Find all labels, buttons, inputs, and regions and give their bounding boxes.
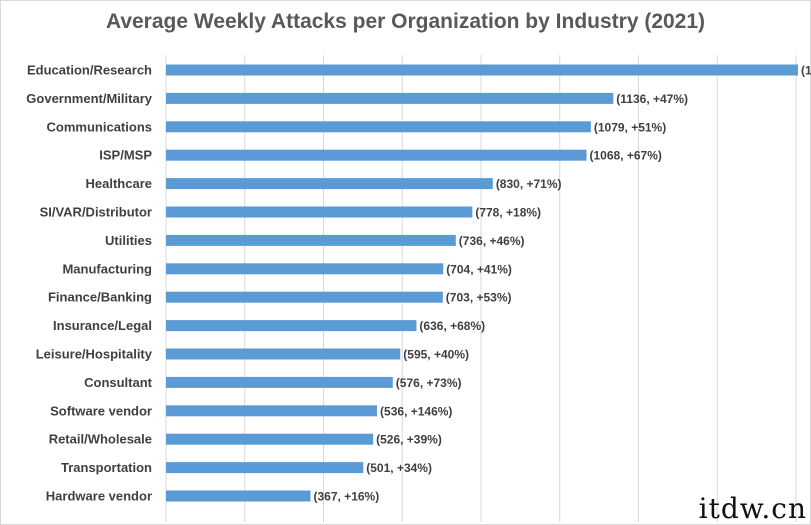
bar-finance-banking	[166, 291, 443, 303]
bar-consultant	[166, 376, 393, 388]
bar-si-var-distributor	[166, 206, 473, 218]
data-label: (636, +68%)	[419, 319, 485, 333]
data-label: (501, +34%)	[366, 461, 432, 475]
bar-leisure-hospitality	[166, 348, 401, 360]
watermark-text: itdw.cn	[698, 492, 807, 525]
category-label: Consultant	[84, 375, 153, 390]
category-label: Retail/Wholesale	[49, 432, 152, 447]
bars	[166, 64, 798, 502]
category-label: ISP/MSP	[99, 148, 152, 163]
bar-government-military	[166, 92, 614, 104]
category-label: Utilities	[105, 233, 152, 248]
category-label: Software vendor	[50, 403, 152, 418]
category-label: Manufacturing	[62, 261, 152, 276]
data-label: (1079, +51%)	[594, 120, 666, 134]
category-label: Finance/Banking	[48, 290, 152, 305]
data-label: (595, +40%)	[403, 348, 469, 362]
data-label: (1605, +75%)	[801, 64, 811, 78]
category-label: Hardware vendor	[46, 489, 152, 504]
category-label: Transportation	[61, 460, 152, 475]
bar-retail-wholesale	[166, 433, 374, 445]
data-label: (830, +71%)	[496, 177, 562, 191]
bar-transportation	[166, 462, 364, 474]
data-label: (778, +18%)	[475, 206, 541, 220]
data-label: (704, +41%)	[446, 262, 512, 276]
category-label: Communications	[47, 119, 152, 134]
category-label: Government/Military	[26, 91, 152, 106]
data-label: (536, +146%)	[380, 404, 452, 418]
bar-communications	[166, 121, 591, 133]
bar-isp-msp	[166, 149, 587, 161]
data-label: (367, +16%)	[314, 490, 380, 504]
gridlines	[165, 55, 797, 522]
bar-hardware-vendor	[166, 490, 311, 502]
data-label: (1136, +47%)	[616, 92, 688, 106]
category-label: SI/VAR/Distributor	[40, 205, 152, 220]
category-labels: Education/Research Government/Military Com…	[26, 63, 152, 504]
category-label: Healthcare	[86, 176, 152, 191]
data-label: (736, +46%)	[459, 234, 525, 248]
bar-software-vendor	[166, 405, 378, 417]
chart-title: Average Weekly Attacks per Organization …	[105, 10, 706, 33]
bar-utilities	[166, 234, 456, 246]
data-label: (576, +73%)	[396, 376, 462, 390]
bar-education-research	[166, 64, 798, 76]
category-label: Insurance/Legal	[53, 318, 152, 333]
category-label: Education/Research	[27, 63, 152, 78]
data-label: (703, +53%)	[446, 291, 512, 305]
data-label: (1068, +67%)	[590, 149, 662, 163]
bar-healthcare	[166, 178, 493, 190]
category-label: Leisure/Hospitality	[36, 347, 153, 362]
bar-manufacturing	[166, 263, 444, 275]
bar-insurance-legal	[166, 320, 417, 332]
data-labels: (1605, +75%) (1136, +47%) (1079, +51%) (106…	[314, 64, 811, 504]
data-label: (526, +39%)	[376, 433, 442, 447]
